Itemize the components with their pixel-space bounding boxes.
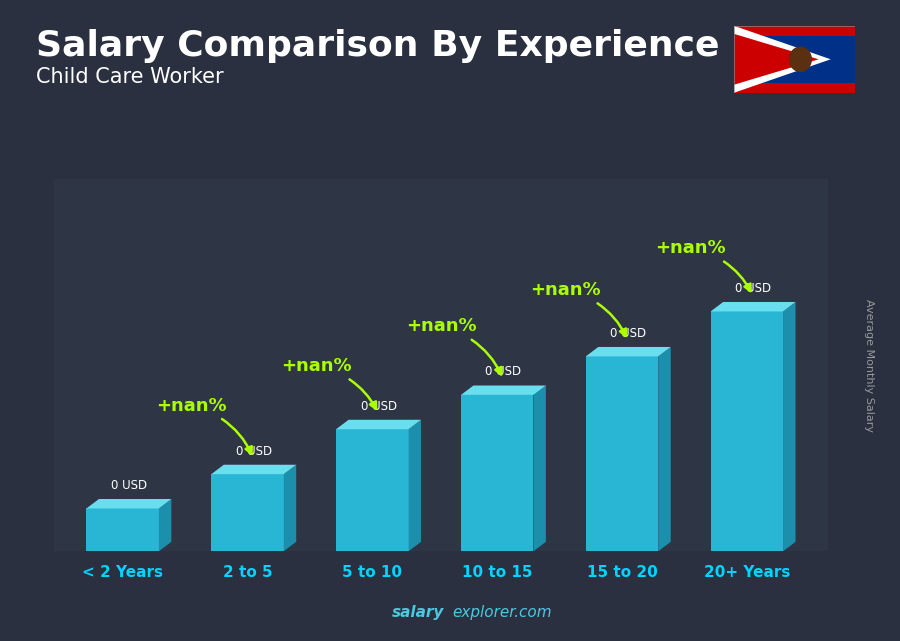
Polygon shape [284, 465, 296, 551]
Polygon shape [586, 356, 658, 551]
Polygon shape [336, 429, 409, 551]
Bar [734, 26, 855, 36]
Polygon shape [86, 508, 159, 551]
Polygon shape [336, 420, 421, 429]
Circle shape [789, 47, 811, 71]
Polygon shape [159, 499, 171, 551]
Text: salary: salary [392, 604, 444, 620]
Polygon shape [586, 347, 670, 356]
Text: +nan%: +nan% [406, 317, 501, 374]
Polygon shape [461, 395, 534, 551]
Polygon shape [711, 302, 796, 312]
Text: 0 USD: 0 USD [361, 399, 397, 413]
Text: +nan%: +nan% [655, 239, 751, 291]
Polygon shape [734, 34, 819, 85]
Text: 0 USD: 0 USD [111, 479, 147, 492]
Text: 0 USD: 0 USD [236, 445, 272, 458]
Text: 0 USD: 0 USD [485, 365, 521, 378]
Polygon shape [212, 465, 296, 474]
Polygon shape [212, 474, 284, 551]
Polygon shape [409, 420, 421, 551]
Polygon shape [534, 385, 546, 551]
Text: Child Care Worker: Child Care Worker [36, 67, 223, 87]
Text: +nan%: +nan% [281, 357, 376, 409]
Text: explorer.com: explorer.com [453, 604, 553, 620]
Polygon shape [86, 499, 171, 508]
Text: Salary Comparison By Experience: Salary Comparison By Experience [36, 29, 719, 63]
Text: 0 USD: 0 USD [735, 282, 771, 295]
Text: +nan%: +nan% [530, 281, 626, 336]
Polygon shape [734, 26, 831, 93]
Text: 0 USD: 0 USD [610, 327, 646, 340]
Text: Average Monthly Salary: Average Monthly Salary [863, 299, 874, 432]
Polygon shape [783, 302, 796, 551]
Polygon shape [658, 347, 670, 551]
Text: +nan%: +nan% [156, 397, 252, 454]
Polygon shape [711, 312, 783, 551]
Bar [734, 83, 855, 93]
Polygon shape [461, 385, 546, 395]
